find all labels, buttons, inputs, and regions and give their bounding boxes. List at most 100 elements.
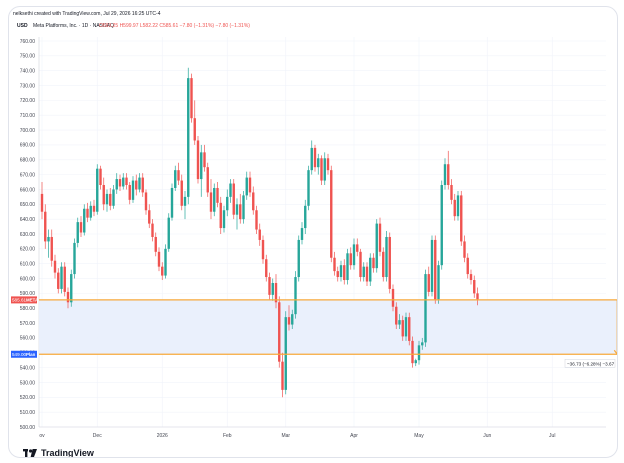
candle-body: [463, 241, 466, 258]
measure-arrow-head: [613, 349, 617, 355]
candle-body: [63, 266, 66, 292]
candle-body: [330, 170, 333, 258]
price-chart: 760.00 750.00 740.00 730.00 720.00 710.00 700.…: [11, 37, 617, 439]
y-tick-label: 700.00: [20, 128, 36, 134]
candle-body: [50, 236, 53, 261]
candle-body: [174, 170, 177, 188]
x-tick-label: Dec: [93, 433, 102, 439]
y-tick-label: 730.00: [20, 83, 36, 89]
y-tick-label: 710.00: [20, 113, 36, 119]
y-tick-label: 600.00: [20, 276, 36, 282]
candle-body: [213, 187, 216, 212]
candle-body: [135, 180, 138, 190]
candle-body: [460, 195, 463, 242]
candle-body: [333, 257, 336, 272]
candle-body: [294, 277, 297, 315]
y-tick-label: 590.00: [20, 291, 36, 297]
candle-body: [281, 361, 284, 390]
candle-body: [388, 236, 391, 289]
candle-body: [255, 210, 258, 230]
candle-body: [144, 192, 148, 211]
candle-body: [44, 211, 47, 242]
y-tick-label: 570.00: [20, 321, 36, 327]
x-tick-label: Mar: [281, 433, 290, 439]
candle-body: [313, 147, 317, 168]
candle-body: [99, 168, 102, 186]
candle-body: [297, 239, 300, 278]
candle-body: [219, 202, 222, 229]
candle-body: [391, 288, 395, 307]
candle-body: [310, 147, 313, 171]
candle-body: [105, 193, 109, 205]
y-tick-label: 640.00: [20, 217, 36, 223]
candle-body: [206, 167, 209, 193]
y-tick-label: 620.00: [20, 247, 36, 253]
candle-body: [323, 158, 326, 181]
candle-body: [102, 185, 105, 205]
candle-body: [271, 282, 274, 295]
candle-body: [395, 306, 398, 325]
candle-body: [235, 204, 239, 215]
candle-body: [265, 259, 268, 278]
y-tick-label: 660.00: [20, 187, 36, 193]
tradingview-wordmark: TradingView: [41, 448, 94, 458]
candle-body: [307, 170, 310, 206]
candle-body: [469, 274, 473, 281]
level-name-label: META: [26, 298, 39, 303]
y-tick-label: 680.00: [20, 158, 36, 164]
candle-body: [339, 265, 343, 278]
candle-body: [161, 266, 164, 276]
candle-body: [300, 228, 304, 240]
candle-body: [40, 193, 44, 212]
candle-body: [278, 302, 281, 362]
measure-box: [564, 359, 616, 368]
candle-body: [440, 185, 443, 266]
candle-body: [437, 265, 440, 300]
candle-body: [404, 317, 408, 337]
level-tag: [11, 350, 37, 358]
candle-body: [430, 239, 434, 292]
ohlc-readout: O593.25 H599.97 L582.22 C585.61 −7.80 (−…: [99, 23, 250, 29]
candle-body: [60, 266, 63, 289]
candle-body: [216, 187, 219, 203]
candle-body: [167, 217, 170, 249]
x-tick-label: Apr: [350, 433, 358, 439]
candle-body: [378, 223, 382, 252]
candle-body: [122, 177, 125, 187]
y-tick-label: 530.00: [20, 380, 36, 386]
level-value-label: 585.61: [12, 298, 26, 303]
candle-body: [443, 164, 447, 186]
candle-body: [226, 196, 229, 211]
tradingview-logo-icon: [23, 448, 37, 457]
candle-body: [352, 244, 356, 266]
candle-body: [190, 78, 193, 119]
candle-body: [73, 242, 76, 275]
candle-body: [170, 187, 174, 218]
candle-body: [274, 282, 278, 303]
candle-body: [287, 317, 291, 325]
candle-body: [92, 205, 96, 212]
candle-body: [187, 78, 190, 197]
x-tick-label: Feb: [223, 433, 232, 439]
candle-body: [248, 177, 252, 193]
candle-body: [151, 223, 154, 237]
candle-body: [304, 205, 307, 229]
candle-body: [47, 236, 50, 242]
candle-body: [401, 320, 404, 337]
x-tick-label: Jul: [549, 433, 555, 439]
candle-body: [76, 222, 79, 243]
instrument-title: Meta Platforms, Inc. · 1D · NASDAQ: [33, 23, 114, 29]
tradingview-watermark: TradingView: [23, 448, 94, 458]
candle-body: [193, 118, 196, 141]
candle-body: [284, 317, 287, 390]
candle-body: [466, 257, 469, 275]
candle-body: [456, 195, 460, 217]
candle-body: [115, 179, 118, 190]
candle-body: [476, 293, 479, 300]
candle-body: [365, 266, 369, 282]
candle-body: [66, 291, 70, 303]
candle-body: [317, 158, 320, 168]
currency-label: USD: [17, 23, 28, 29]
candle-body: [343, 265, 346, 281]
candle-body: [196, 140, 200, 180]
